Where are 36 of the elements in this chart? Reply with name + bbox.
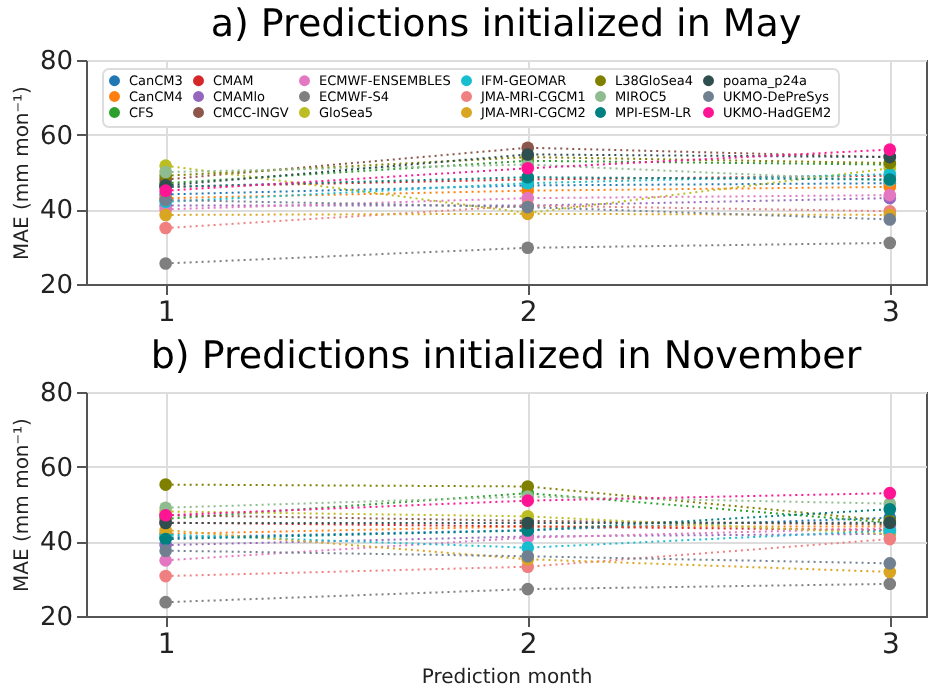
point <box>159 569 172 583</box>
y-tick-label: 80 <box>39 47 73 77</box>
y-tick-label: 60 <box>39 453 73 484</box>
y-tick-label: 20 <box>39 271 73 301</box>
point <box>883 143 897 156</box>
point <box>521 241 535 255</box>
x-tick-label: 3 <box>881 629 900 661</box>
point <box>159 221 172 235</box>
point <box>159 208 172 222</box>
y-tick-label: 60 <box>39 121 73 152</box>
point <box>883 557 897 570</box>
chart-title: a) Predictions initialized in May <box>210 2 802 46</box>
point <box>883 577 897 591</box>
x-tick-label: 2 <box>519 629 538 661</box>
y-tick-label: 80 <box>39 379 73 409</box>
point <box>883 213 897 226</box>
point <box>883 236 897 250</box>
point <box>159 595 172 609</box>
chart-title: b) Predictions initialized in November <box>150 334 862 378</box>
y-tick-label: 20 <box>39 603 73 633</box>
y-tick-label: 40 <box>39 196 73 227</box>
point <box>883 532 897 546</box>
x-tick-label: 1 <box>157 629 176 661</box>
y-axis-title: MAE (mm mon⁻¹) <box>11 417 34 592</box>
x-tick-label: 3 <box>881 297 900 329</box>
point <box>159 544 172 557</box>
point <box>159 257 172 270</box>
x-tick-label: 2 <box>519 297 538 329</box>
x-axis-title: Prediction month <box>421 667 593 689</box>
y-axis-title: MAE (mm mon⁻¹) <box>11 85 34 260</box>
point <box>883 486 897 500</box>
y-tick-label: 40 <box>39 528 73 559</box>
point <box>521 582 535 596</box>
x-tick-label: 1 <box>157 297 176 329</box>
point <box>159 478 172 491</box>
point <box>883 502 897 516</box>
